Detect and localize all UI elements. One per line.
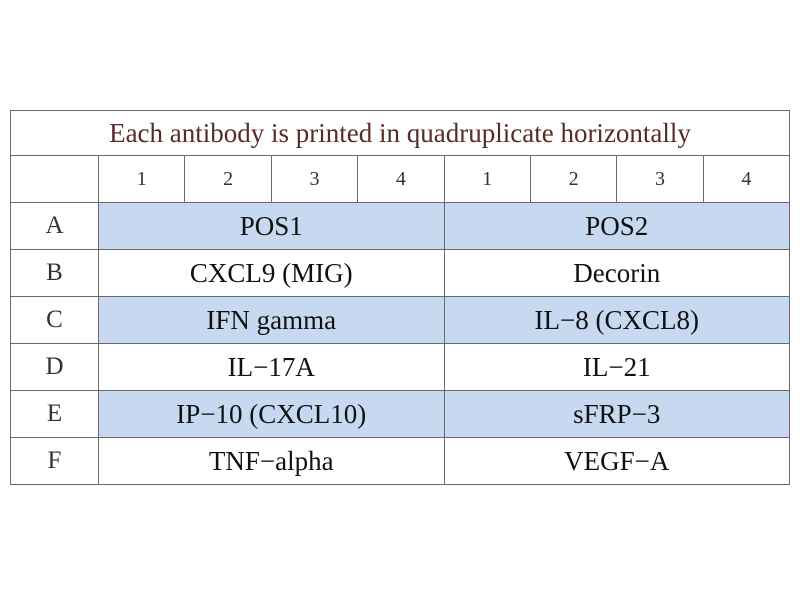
column-number: 4 xyxy=(702,155,791,203)
antibody-cell: TNF−alpha xyxy=(98,437,445,485)
column-number: 1 xyxy=(443,155,531,203)
data-row: C IFN gamma IL−8 (CXCL8) xyxy=(10,296,790,344)
antibody-cell: Decorin xyxy=(443,249,790,297)
row-label: F xyxy=(10,437,99,485)
table-title: Each antibody is printed in quadruplicat… xyxy=(10,110,790,156)
antibody-cell: IP−10 (CXCL10) xyxy=(98,390,445,438)
header-corner xyxy=(10,155,99,203)
column-number: 4 xyxy=(357,155,445,203)
column-number: 2 xyxy=(529,155,618,203)
row-label: D xyxy=(10,343,99,391)
row-label: A xyxy=(10,202,99,250)
row-label: C xyxy=(10,296,99,344)
column-number: 3 xyxy=(270,155,359,203)
antibody-cell: IL−21 xyxy=(443,343,790,391)
antibody-cell: CXCL9 (MIG) xyxy=(98,249,445,297)
data-row: A POS1 POS2 xyxy=(10,202,790,250)
data-row: B CXCL9 (MIG) Decorin xyxy=(10,249,790,297)
antibody-cell: sFRP−3 xyxy=(443,390,790,438)
title-row: Each antibody is printed in quadruplicat… xyxy=(10,110,790,156)
column-number: 3 xyxy=(616,155,704,203)
antibody-cell: VEGF−A xyxy=(443,437,790,485)
antibody-cell: POS1 xyxy=(98,202,445,250)
data-row: F TNF−alpha VEGF−A xyxy=(10,437,790,485)
antibody-cell: IL−8 (CXCL8) xyxy=(443,296,790,344)
column-number: 2 xyxy=(184,155,272,203)
data-row: E IP−10 (CXCL10) sFRP−3 xyxy=(10,390,790,438)
column-number: 1 xyxy=(97,155,186,203)
antibody-cell: IFN gamma xyxy=(98,296,445,344)
data-row: D IL−17A IL−21 xyxy=(10,343,790,391)
row-label: B xyxy=(10,249,99,297)
antibody-table: Each antibody is printed in quadruplicat… xyxy=(10,110,791,485)
row-label: E xyxy=(10,390,99,438)
antibody-cell: IL−17A xyxy=(98,343,445,391)
antibody-cell: POS2 xyxy=(443,202,790,250)
